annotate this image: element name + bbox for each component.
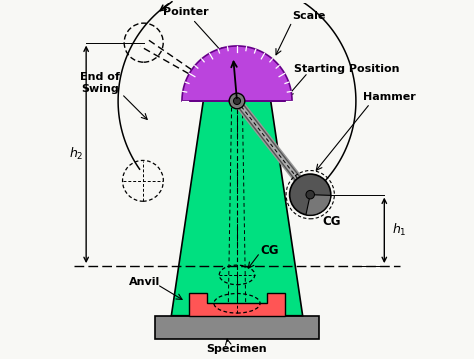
Polygon shape bbox=[171, 101, 303, 316]
Polygon shape bbox=[189, 293, 285, 316]
Circle shape bbox=[229, 93, 245, 109]
Text: $h_1$: $h_1$ bbox=[392, 222, 407, 238]
Polygon shape bbox=[182, 46, 292, 101]
Text: $h_2$: $h_2$ bbox=[69, 146, 83, 162]
Text: Starting Position: Starting Position bbox=[294, 64, 399, 74]
Text: Anvil: Anvil bbox=[129, 277, 160, 287]
Circle shape bbox=[234, 97, 240, 104]
Wedge shape bbox=[306, 195, 331, 215]
Text: Hammer: Hammer bbox=[363, 92, 416, 102]
Text: Specimen: Specimen bbox=[207, 344, 267, 354]
Text: CG: CG bbox=[322, 215, 341, 228]
Circle shape bbox=[306, 190, 314, 199]
Text: CG: CG bbox=[260, 243, 279, 257]
Circle shape bbox=[290, 174, 331, 215]
Text: Scale: Scale bbox=[292, 11, 325, 21]
Text: Pointer: Pointer bbox=[163, 7, 209, 17]
Bar bbox=[155, 316, 319, 339]
Text: End of
Swing: End of Swing bbox=[81, 73, 120, 94]
